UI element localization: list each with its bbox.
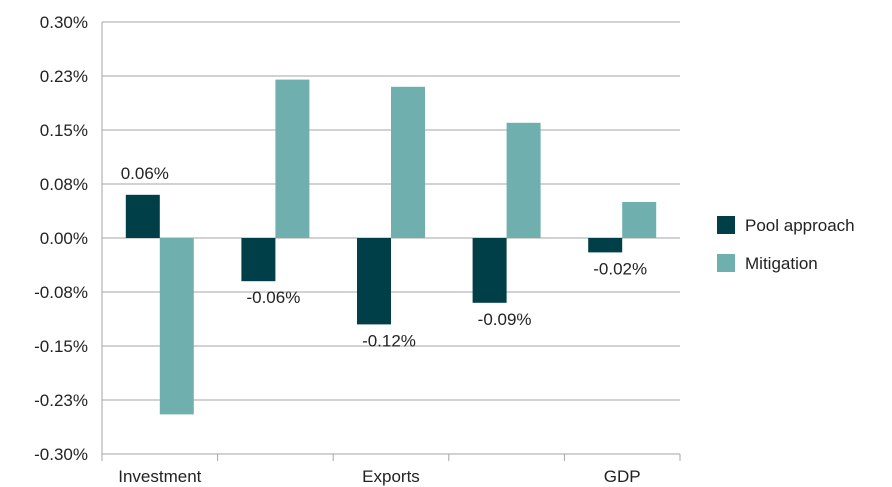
y-tick-label: 0.00% [40, 229, 88, 248]
x-tick-label: GDP [604, 467, 641, 486]
legend-swatch [717, 254, 735, 272]
bar-pool-approach [125, 194, 160, 238]
y-tick-label: 0.30% [40, 13, 88, 32]
x-tick-label: Exports [362, 467, 420, 486]
y-tick-label: -0.15% [34, 337, 88, 356]
bar-mitigation [391, 86, 425, 238]
x-tick-label: Investment [118, 467, 201, 486]
y-tick-label: 0.23% [40, 67, 88, 86]
y-tick-label: -0.08% [34, 283, 88, 302]
bar-pool-approach [472, 238, 507, 303]
bar-mitigation [275, 79, 310, 238]
y-tick-label: -0.23% [34, 391, 88, 410]
bar-mitigation [506, 122, 541, 238]
legend-label: Mitigation [745, 254, 818, 273]
data-label: -0.12% [362, 331, 416, 350]
data-label: -0.06% [246, 288, 300, 307]
bar-mitigation [159, 238, 194, 415]
data-label: -0.09% [478, 310, 532, 329]
bar-mitigation [622, 202, 657, 238]
data-label: 0.06% [121, 164, 169, 183]
legend-label: Pool approach [745, 216, 855, 235]
y-tick-label: 0.08% [40, 175, 88, 194]
bar-pool-approach [241, 238, 276, 282]
y-tick-label: -0.30% [34, 445, 88, 464]
bar-pool-approach [357, 238, 391, 325]
bar-pool-approach [588, 238, 623, 253]
legend-swatch [717, 216, 735, 234]
y-tick-label: 0.15% [40, 121, 88, 140]
data-label: -0.02% [593, 259, 647, 278]
